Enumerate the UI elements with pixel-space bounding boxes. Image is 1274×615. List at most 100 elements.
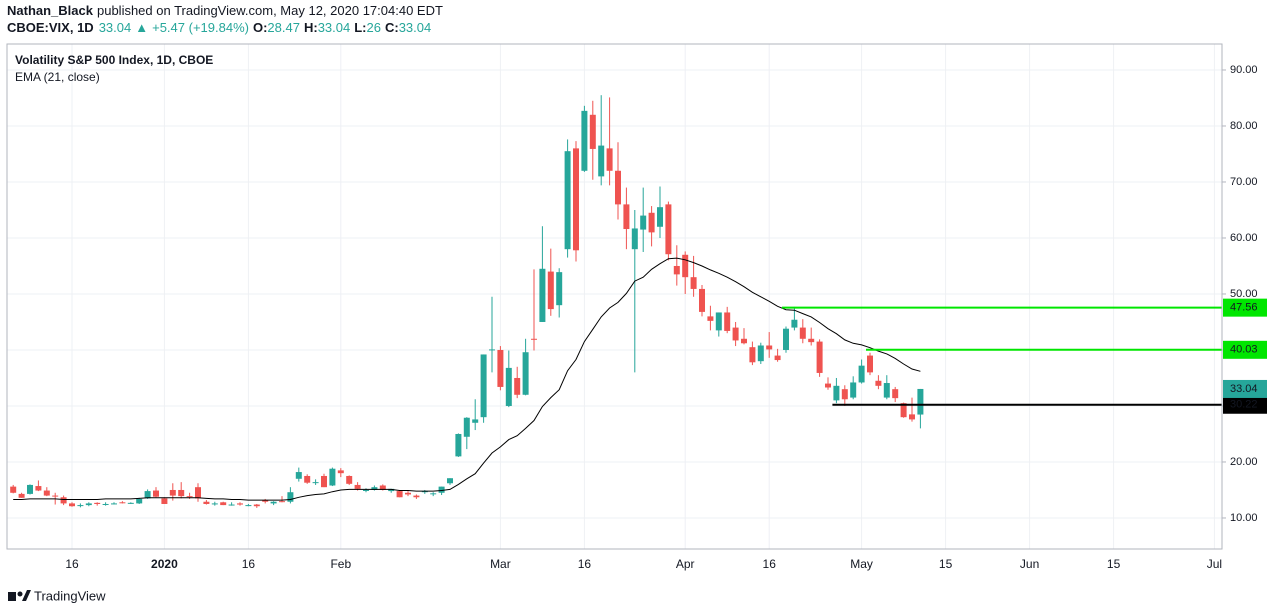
candle-body — [665, 204, 672, 255]
candle-body — [715, 312, 722, 331]
level-label-box — [1223, 340, 1267, 359]
x-tick-label: Feb — [330, 557, 351, 571]
candle-body — [262, 500, 269, 502]
candle-body — [354, 484, 361, 489]
candle-body — [615, 170, 621, 205]
candle-body — [388, 488, 395, 492]
x-tick-label: 16 — [242, 557, 256, 571]
candle-body — [917, 388, 924, 415]
candle-body — [673, 265, 680, 275]
y-tick-label: 20.00 — [1230, 456, 1258, 468]
candle-body — [657, 207, 663, 227]
brand: TradingView — [34, 588, 106, 603]
candle-body — [783, 328, 789, 350]
last-price: 33.04 — [99, 20, 132, 35]
candle-body — [816, 341, 823, 373]
candle-body — [514, 377, 521, 395]
candle-body — [690, 277, 697, 289]
candle-body — [69, 503, 75, 507]
candle-body — [161, 498, 168, 504]
candle-body — [421, 491, 428, 493]
candle-body — [18, 493, 25, 498]
x-tick-label: 16 — [763, 557, 777, 571]
candle-body — [489, 349, 495, 351]
candle-body — [841, 389, 848, 400]
candle-body — [808, 338, 815, 343]
publish-line: Nathan_Black published on TradingView.com… — [7, 3, 443, 18]
grid — [7, 44, 1222, 549]
x-tick-label: 2020 — [151, 557, 178, 571]
candle-body — [556, 272, 563, 306]
candle-body — [396, 491, 403, 498]
x-tick-label: Mar — [490, 557, 511, 571]
candle-body — [405, 492, 411, 495]
candle-body — [883, 383, 890, 398]
candle-body — [169, 489, 176, 496]
candle-body — [178, 489, 185, 497]
candle-body — [136, 498, 143, 504]
candle-body — [732, 327, 739, 341]
candle-body — [774, 355, 781, 361]
candle-body — [153, 490, 159, 497]
candle-body — [497, 349, 504, 387]
candle-body — [757, 345, 764, 362]
candle-body — [287, 492, 294, 502]
candle-body — [127, 502, 134, 504]
level-label-box — [1223, 298, 1267, 317]
candle-body — [505, 367, 512, 406]
candle-body — [909, 414, 915, 420]
candle-body — [203, 501, 210, 504]
candle-body — [589, 114, 596, 149]
candle-body — [707, 316, 714, 321]
candle-body — [220, 502, 227, 506]
candle-body — [270, 501, 277, 504]
candle-body — [119, 502, 126, 504]
published: published on TradingView.com, May 12, 20… — [97, 3, 443, 18]
candle-body — [27, 484, 33, 494]
ohlc-label: O: — [253, 20, 267, 35]
candle-body — [413, 495, 420, 498]
candle-body — [52, 495, 59, 497]
quote-line: CBOE:VIX, 1D 33.04 ▲ +5.47 (+19.84%) O:28.47… — [7, 20, 431, 35]
high-value: 33.04 — [318, 20, 351, 35]
candle-body — [875, 380, 882, 386]
candle-body — [606, 148, 613, 171]
ohlc-label: L: — [354, 20, 366, 35]
candle-body — [581, 110, 588, 171]
candle-body — [867, 355, 873, 373]
ohlc-label: C: — [385, 20, 399, 35]
y-tick-label: 50.00 — [1230, 288, 1258, 300]
candle-body — [102, 503, 109, 505]
candle-body — [371, 487, 378, 490]
candle-body — [539, 268, 546, 322]
candle-body — [640, 215, 647, 230]
price-label-box — [1223, 379, 1267, 398]
x-tick-label: Jun — [1020, 557, 1039, 571]
candle-body — [430, 493, 437, 495]
open-value: 28.47 — [267, 20, 300, 35]
up-arrow: ▲ — [135, 20, 148, 35]
candle-body — [245, 505, 252, 507]
logo-mark — [17, 591, 23, 597]
candle-body — [892, 389, 899, 399]
y-tick-label: 70.00 — [1230, 176, 1258, 188]
candle-body — [321, 475, 327, 488]
candle-body — [531, 338, 537, 340]
level-label: 30.22 — [1230, 399, 1258, 411]
candle-body — [312, 482, 319, 484]
logo-mark — [8, 592, 16, 601]
candle-body — [43, 490, 50, 496]
x-tick-label: 16 — [578, 557, 592, 571]
candle-body — [900, 403, 907, 418]
candle-body — [379, 485, 386, 490]
candle-body — [522, 352, 529, 395]
ema-line — [13, 257, 921, 501]
candle-body — [346, 475, 353, 484]
change: +5.47 (+19.84%) — [152, 20, 249, 35]
x-tick-label: Apr — [676, 557, 695, 571]
candle-body — [337, 470, 344, 474]
x-tick-label: 15 — [939, 557, 953, 571]
candle-body — [564, 151, 571, 250]
candle-body — [825, 383, 831, 388]
